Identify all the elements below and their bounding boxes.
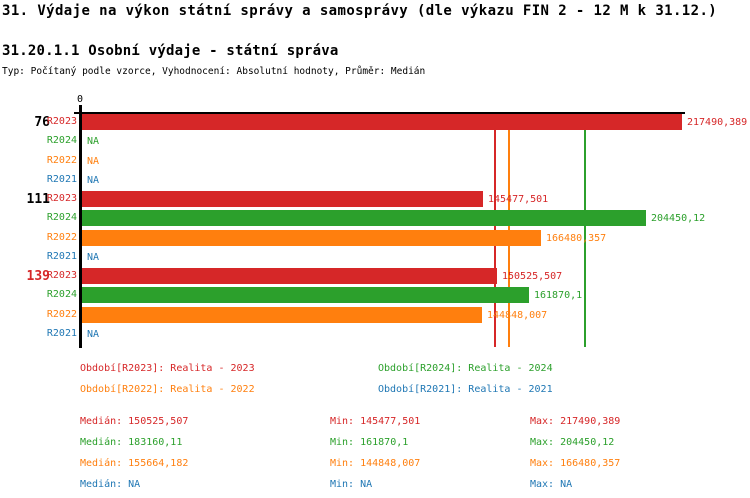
row-label-r2022: R2022	[46, 231, 77, 243]
bar-value-label: 161870,1	[534, 290, 583, 302]
group-label: 111	[26, 192, 50, 207]
bar-value-label: 150525,507	[502, 271, 563, 282]
row-label-r2021: R2021	[46, 173, 77, 185]
stat-min: Min: 144848,007	[330, 458, 421, 469]
na-label: NA	[87, 328, 100, 340]
row-label-r2024: R2024	[46, 212, 77, 224]
row-label-r2023: R2023	[46, 270, 77, 281]
legend-item-r2023: Období[R2023]: Realita - 2023	[80, 363, 255, 374]
row-label-r2023: R2023	[46, 193, 77, 204]
stat-median: Medián: 183160,11	[80, 437, 183, 448]
na-label: NA	[87, 251, 100, 263]
na-label: NA	[87, 174, 100, 186]
bar-value-label: 204450,12	[651, 213, 706, 225]
axis-origin-label: 0	[76, 94, 84, 105]
bar-r2024	[82, 287, 529, 304]
stat-min: Min: NA	[330, 479, 373, 490]
bar-value-label: 217490,389	[687, 117, 748, 128]
stat-median: Medián: 150525,507	[80, 416, 189, 427]
stat-median: Medián: NA	[80, 479, 141, 490]
bar-r2024	[82, 210, 646, 227]
stat-max: Max: 166480,357	[530, 458, 621, 469]
bar-r2022	[82, 229, 541, 246]
stat-max: Max: 204450,12	[530, 437, 615, 448]
bar-r2023	[82, 114, 682, 130]
legend-item-r2024: Období[R2024]: Realita - 2024	[378, 363, 553, 374]
group-label: 139	[26, 269, 50, 284]
page-title: 31. Výdaje na výkon státní správy a samo…	[2, 3, 718, 19]
y-axis-line	[79, 105, 82, 348]
row-label-r2024: R2024	[46, 135, 77, 147]
stat-max: Max: NA	[530, 479, 573, 490]
bar-r2023	[82, 191, 483, 207]
bar-r2023	[82, 268, 497, 284]
na-label: NA	[87, 136, 100, 148]
legend-item-r2022: Období[R2022]: Realita - 2022	[80, 384, 255, 395]
row-label-r2024: R2024	[46, 289, 77, 301]
indicator-subtitle: 31.20.1.1 Osobní výdaje - státní správa	[2, 43, 339, 59]
indicator-meta: Typ: Počítaný podle vzorce, Vyhodnocení:…	[2, 66, 426, 77]
stat-min: Min: 161870,1	[330, 437, 409, 448]
stat-max: Max: 217490,389	[530, 416, 621, 427]
bar-value-label: 166480,357	[546, 232, 607, 244]
bar-r2022	[82, 306, 482, 323]
row-label-r2022: R2022	[46, 308, 77, 320]
bar-value-label: 145477,501	[488, 194, 549, 205]
x-axis-line	[74, 112, 685, 114]
na-label: NA	[87, 155, 100, 167]
stat-min: Min: 145477,501	[330, 416, 421, 427]
row-label-r2023: R2023	[46, 116, 77, 127]
bar-chart: 0 76 R2023 217490,389 R2024 NA R2022 NA R2021 NA…	[0, 90, 750, 352]
row-label-r2022: R2022	[46, 154, 77, 166]
row-label-r2021: R2021	[46, 327, 77, 339]
median-line-r2024	[584, 114, 587, 347]
bar-value-label: 144848,007	[487, 309, 548, 321]
stat-median: Medián: 155664,182	[80, 458, 189, 469]
legend-item-r2021: Období[R2021]: Realita - 2021	[378, 384, 553, 395]
row-label-r2021: R2021	[46, 250, 77, 262]
group-label: 76	[34, 115, 50, 130]
